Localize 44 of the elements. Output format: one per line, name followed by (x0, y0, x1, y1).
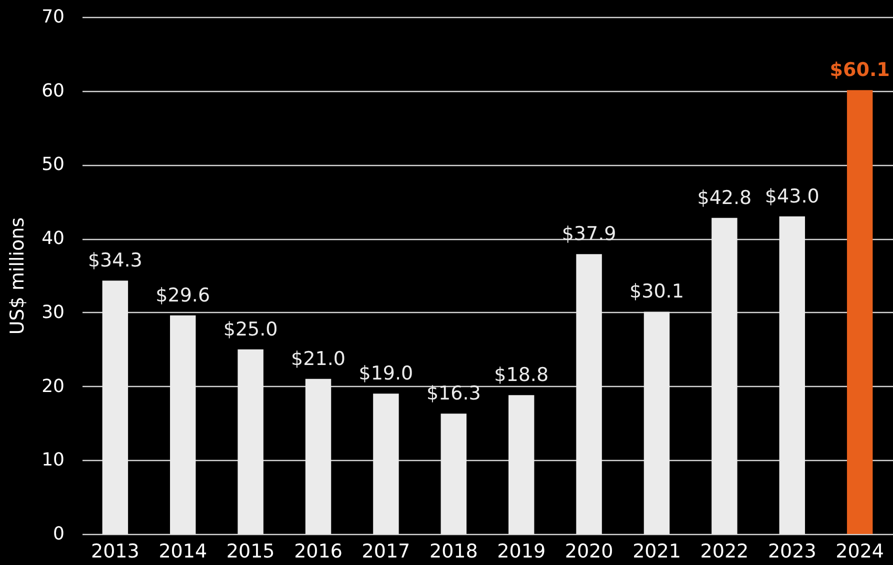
bar (576, 254, 602, 534)
y-tick-label: 0 (53, 524, 64, 544)
bar (305, 378, 332, 534)
y-tick-label: 30 (42, 302, 64, 323)
bar (712, 218, 738, 534)
data-label: $29.6 (156, 284, 210, 306)
bar (440, 414, 467, 534)
bar (846, 90, 873, 534)
x-tick-label: 2016 (294, 540, 342, 562)
data-label: $21.0 (291, 348, 346, 370)
data-label: $34.3 (88, 250, 142, 272)
data-label: $16.3 (426, 382, 481, 405)
y-tick-label: 60 (42, 80, 64, 102)
y-axis-title: US$ millions (6, 217, 29, 335)
bar (508, 395, 534, 534)
bar (102, 280, 128, 534)
data-label: $42.8 (697, 186, 752, 209)
x-tick-label: 2024 (836, 540, 884, 562)
data-label: $60.1 (830, 59, 890, 82)
x-tick-label: 2014 (158, 540, 208, 562)
bar (238, 349, 264, 534)
data-label: $19.0 (358, 362, 414, 385)
x-tick-label: 2013 (90, 540, 140, 562)
y-tick-label: 10 (42, 450, 64, 471)
y-tick-label: 40 (42, 228, 64, 250)
x-tick-label: 2022 (700, 540, 749, 562)
data-label: $43.0 (764, 185, 820, 208)
x-tick-label: 2015 (226, 540, 275, 562)
y-tick-label: 70 (42, 6, 64, 28)
x-tick-label: 2020 (564, 540, 614, 562)
bar (644, 312, 670, 534)
bar (373, 394, 399, 534)
x-tick-label: 2021 (632, 540, 681, 562)
x-tick-label: 2018 (429, 540, 478, 562)
data-label: $30.1 (630, 280, 684, 303)
x-tick-label: 2023 (768, 540, 816, 562)
x-tick-label: 2019 (497, 540, 546, 562)
data-label: $18.8 (494, 364, 549, 386)
bar (779, 216, 805, 534)
y-tick-label: 50 (42, 154, 64, 176)
y-tick-label: 20 (42, 376, 64, 397)
x-tick-label: 2017 (362, 540, 410, 562)
bar (170, 315, 196, 534)
data-label: $25.0 (223, 318, 278, 340)
